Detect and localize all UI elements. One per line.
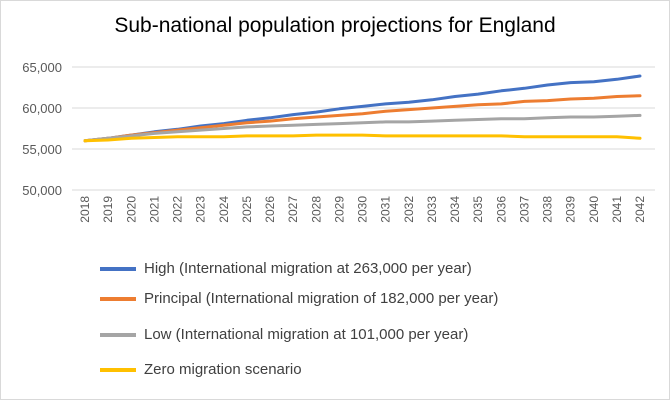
legend-swatch	[100, 296, 136, 301]
x-tick-label: 2039	[564, 196, 578, 223]
x-tick-label: 2020	[124, 196, 138, 223]
y-tick-label: 55,000	[22, 142, 62, 157]
series-line-2	[83, 113, 642, 143]
x-tick-label: 2021	[147, 196, 161, 223]
x-tick-label: 2031	[379, 196, 393, 223]
x-tick-label: 2040	[587, 196, 601, 223]
x-tick-label: 2042	[633, 196, 647, 223]
line-chart: 50,000 55,000 60,000 65,000 2018 2019 2020 2021…	[22, 60, 655, 223]
x-tick-label: 2027	[286, 196, 300, 223]
y-tick-label: 65,000	[22, 60, 62, 75]
x-tick-label: 2026	[263, 196, 277, 223]
legend-item-zero: Zero migration scenario	[100, 361, 302, 378]
x-tick-label: 2033	[425, 196, 439, 223]
x-tick-label: 2028	[309, 196, 323, 223]
legend-item-low: Low (International migration at 101,000 …	[100, 326, 468, 343]
legend-label: Low (International migration at 101,000 …	[144, 326, 469, 343]
legend-swatch	[100, 367, 136, 372]
x-tick-label: 2023	[194, 196, 208, 223]
x-tick-label: 2025	[240, 196, 254, 223]
legend-label: Zero migration scenario	[144, 361, 302, 378]
x-tick-label: 2029	[332, 196, 346, 223]
x-tick-label: 2038	[541, 196, 555, 223]
x-tick-label: 2035	[471, 196, 485, 223]
x-tick-label: 2018	[78, 196, 92, 223]
legend-label: High (International migration at 263,000…	[144, 260, 472, 277]
y-tick-label: 60,000	[22, 101, 62, 116]
legend-swatch	[100, 266, 136, 271]
x-tick-label: 2030	[356, 196, 370, 223]
x-tick-label: 2036	[494, 196, 508, 223]
legend-label: Principal (International migration of 18…	[144, 290, 499, 307]
x-tick-label: 2032	[402, 196, 416, 223]
legend-item-high: High (International migration at 263,000…	[100, 260, 472, 277]
x-tick-label: 2034	[448, 196, 462, 223]
series-line-3	[83, 133, 642, 143]
chart-title: Sub-national population projections for …	[114, 14, 556, 37]
legend-item-principal: Principal (International migration of 18…	[100, 290, 498, 307]
x-tick-label: 2022	[171, 196, 185, 223]
y-tick-label: 50,000	[22, 183, 62, 198]
x-tick-label: 2019	[101, 196, 115, 223]
x-tick-label: 2041	[610, 196, 624, 223]
x-tick-label: 2024	[217, 196, 231, 223]
x-tick-label: 2037	[517, 196, 531, 223]
series-line-1	[83, 94, 642, 143]
legend-swatch	[100, 332, 136, 337]
